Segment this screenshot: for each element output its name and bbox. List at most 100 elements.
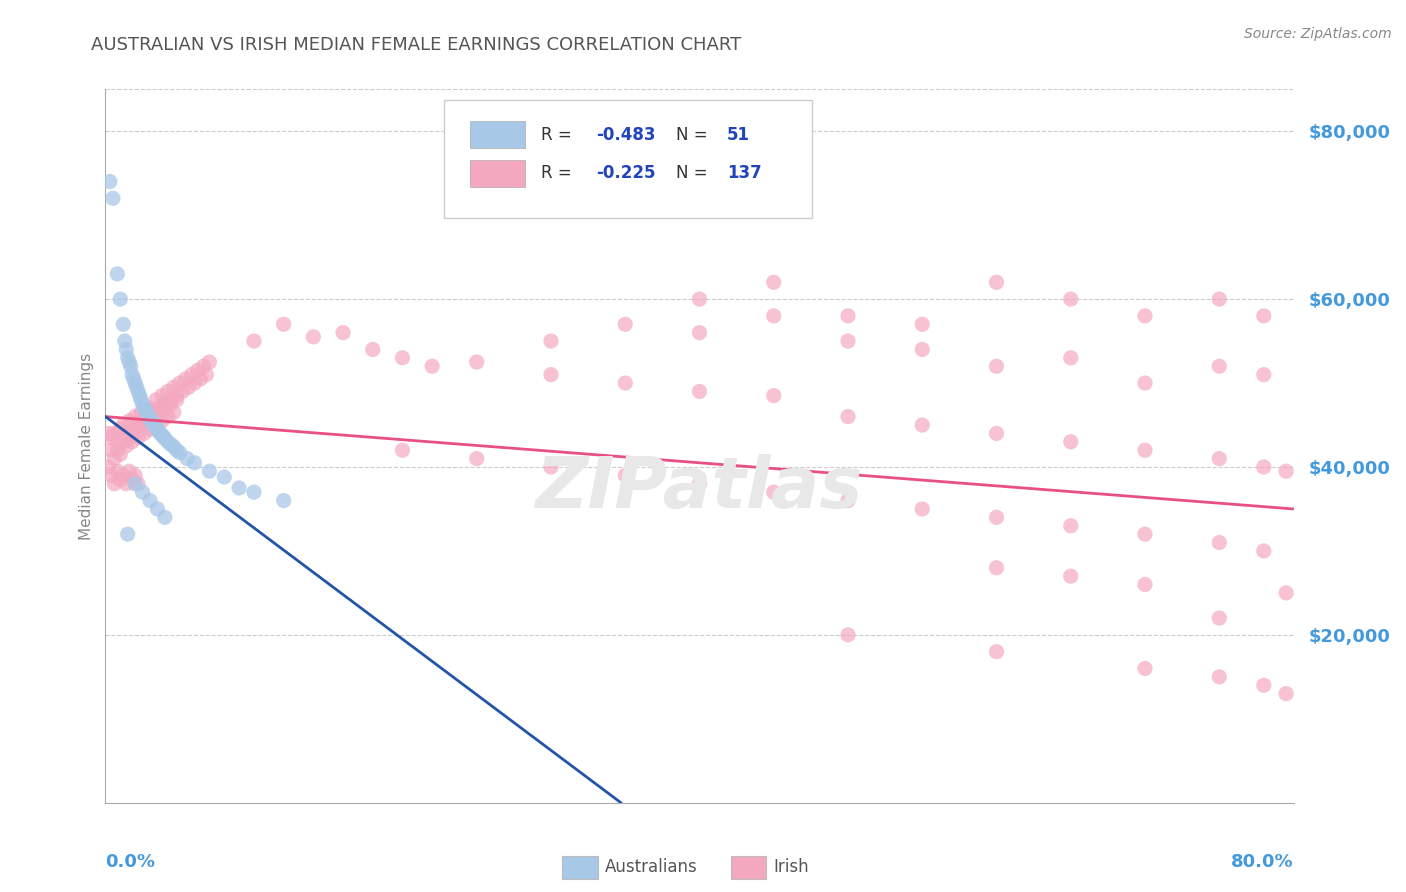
Point xyxy=(148,425,170,439)
Point xyxy=(1253,368,1275,382)
Point xyxy=(136,414,159,428)
Point xyxy=(139,411,162,425)
Point xyxy=(837,493,859,508)
Point xyxy=(136,405,159,419)
Point xyxy=(153,401,176,416)
Point xyxy=(100,468,122,483)
Point xyxy=(1253,460,1275,475)
Point xyxy=(115,439,138,453)
Point xyxy=(166,392,188,407)
Point xyxy=(176,451,198,466)
Point xyxy=(391,443,413,458)
Point xyxy=(124,409,146,424)
Point xyxy=(103,476,125,491)
Point xyxy=(122,372,145,386)
Point xyxy=(195,368,218,382)
Point xyxy=(142,417,165,431)
Point xyxy=(762,389,785,403)
Point xyxy=(146,422,169,436)
Point xyxy=(121,434,143,449)
Point xyxy=(103,426,125,441)
Point xyxy=(911,318,934,332)
Point xyxy=(139,493,162,508)
Point xyxy=(1253,678,1275,692)
Point xyxy=(132,401,155,416)
Point xyxy=(139,422,162,436)
Point xyxy=(112,318,135,332)
Point xyxy=(159,437,181,451)
Point xyxy=(689,384,711,399)
Point xyxy=(145,417,167,432)
Point xyxy=(193,359,215,374)
Point xyxy=(110,473,132,487)
Point xyxy=(762,309,785,323)
Text: ZIPatlas: ZIPatlas xyxy=(536,454,863,524)
Point xyxy=(1133,661,1156,675)
Point xyxy=(132,414,155,428)
Point xyxy=(186,363,208,377)
Point xyxy=(1253,309,1275,323)
Point xyxy=(762,485,785,500)
Point xyxy=(103,451,125,466)
Point xyxy=(118,464,141,478)
Point xyxy=(689,326,711,340)
Point xyxy=(837,628,859,642)
Point xyxy=(100,443,122,458)
Point xyxy=(614,376,637,390)
Point xyxy=(110,292,132,306)
Point xyxy=(105,443,128,458)
Point xyxy=(156,384,179,399)
Point xyxy=(127,384,149,399)
Point xyxy=(97,460,120,475)
Point xyxy=(1133,577,1156,591)
Point xyxy=(131,485,153,500)
Point xyxy=(142,409,165,424)
Point xyxy=(132,426,155,441)
Point xyxy=(129,417,152,432)
Point xyxy=(129,392,152,407)
Point xyxy=(1133,376,1156,390)
Point xyxy=(986,510,1008,524)
Text: -0.483: -0.483 xyxy=(596,126,655,144)
Point xyxy=(117,351,139,365)
Point xyxy=(174,372,197,386)
Point xyxy=(986,560,1008,574)
Point xyxy=(1275,687,1298,701)
Point xyxy=(302,330,325,344)
Point xyxy=(112,417,135,432)
Point xyxy=(1275,464,1298,478)
Point xyxy=(214,470,236,484)
Y-axis label: Median Female Earnings: Median Female Earnings xyxy=(79,352,94,540)
Point xyxy=(145,419,167,434)
Text: Source: ZipAtlas.com: Source: ZipAtlas.com xyxy=(1244,27,1392,41)
Point xyxy=(243,334,266,348)
Text: R =: R = xyxy=(541,126,578,144)
Point xyxy=(121,422,143,436)
Text: -0.225: -0.225 xyxy=(596,164,655,182)
Text: 137: 137 xyxy=(727,164,762,182)
Point xyxy=(150,389,173,403)
Point xyxy=(420,359,443,374)
Point xyxy=(128,389,150,403)
Point xyxy=(762,275,785,289)
Point xyxy=(121,473,143,487)
Point xyxy=(142,405,165,419)
Point xyxy=(139,401,162,416)
Text: 0.0%: 0.0% xyxy=(105,853,156,871)
Point xyxy=(1208,670,1230,684)
Point xyxy=(540,334,562,348)
Point xyxy=(124,468,146,483)
Point xyxy=(1060,292,1083,306)
Point xyxy=(98,175,121,189)
Point xyxy=(100,431,122,445)
Point xyxy=(125,380,148,394)
Point xyxy=(153,432,176,446)
Point xyxy=(166,443,188,458)
Point xyxy=(986,359,1008,374)
Point xyxy=(689,476,711,491)
Point xyxy=(273,493,295,508)
Point xyxy=(159,397,181,411)
Point xyxy=(163,380,186,394)
Point xyxy=(1208,292,1230,306)
Point xyxy=(152,430,174,444)
